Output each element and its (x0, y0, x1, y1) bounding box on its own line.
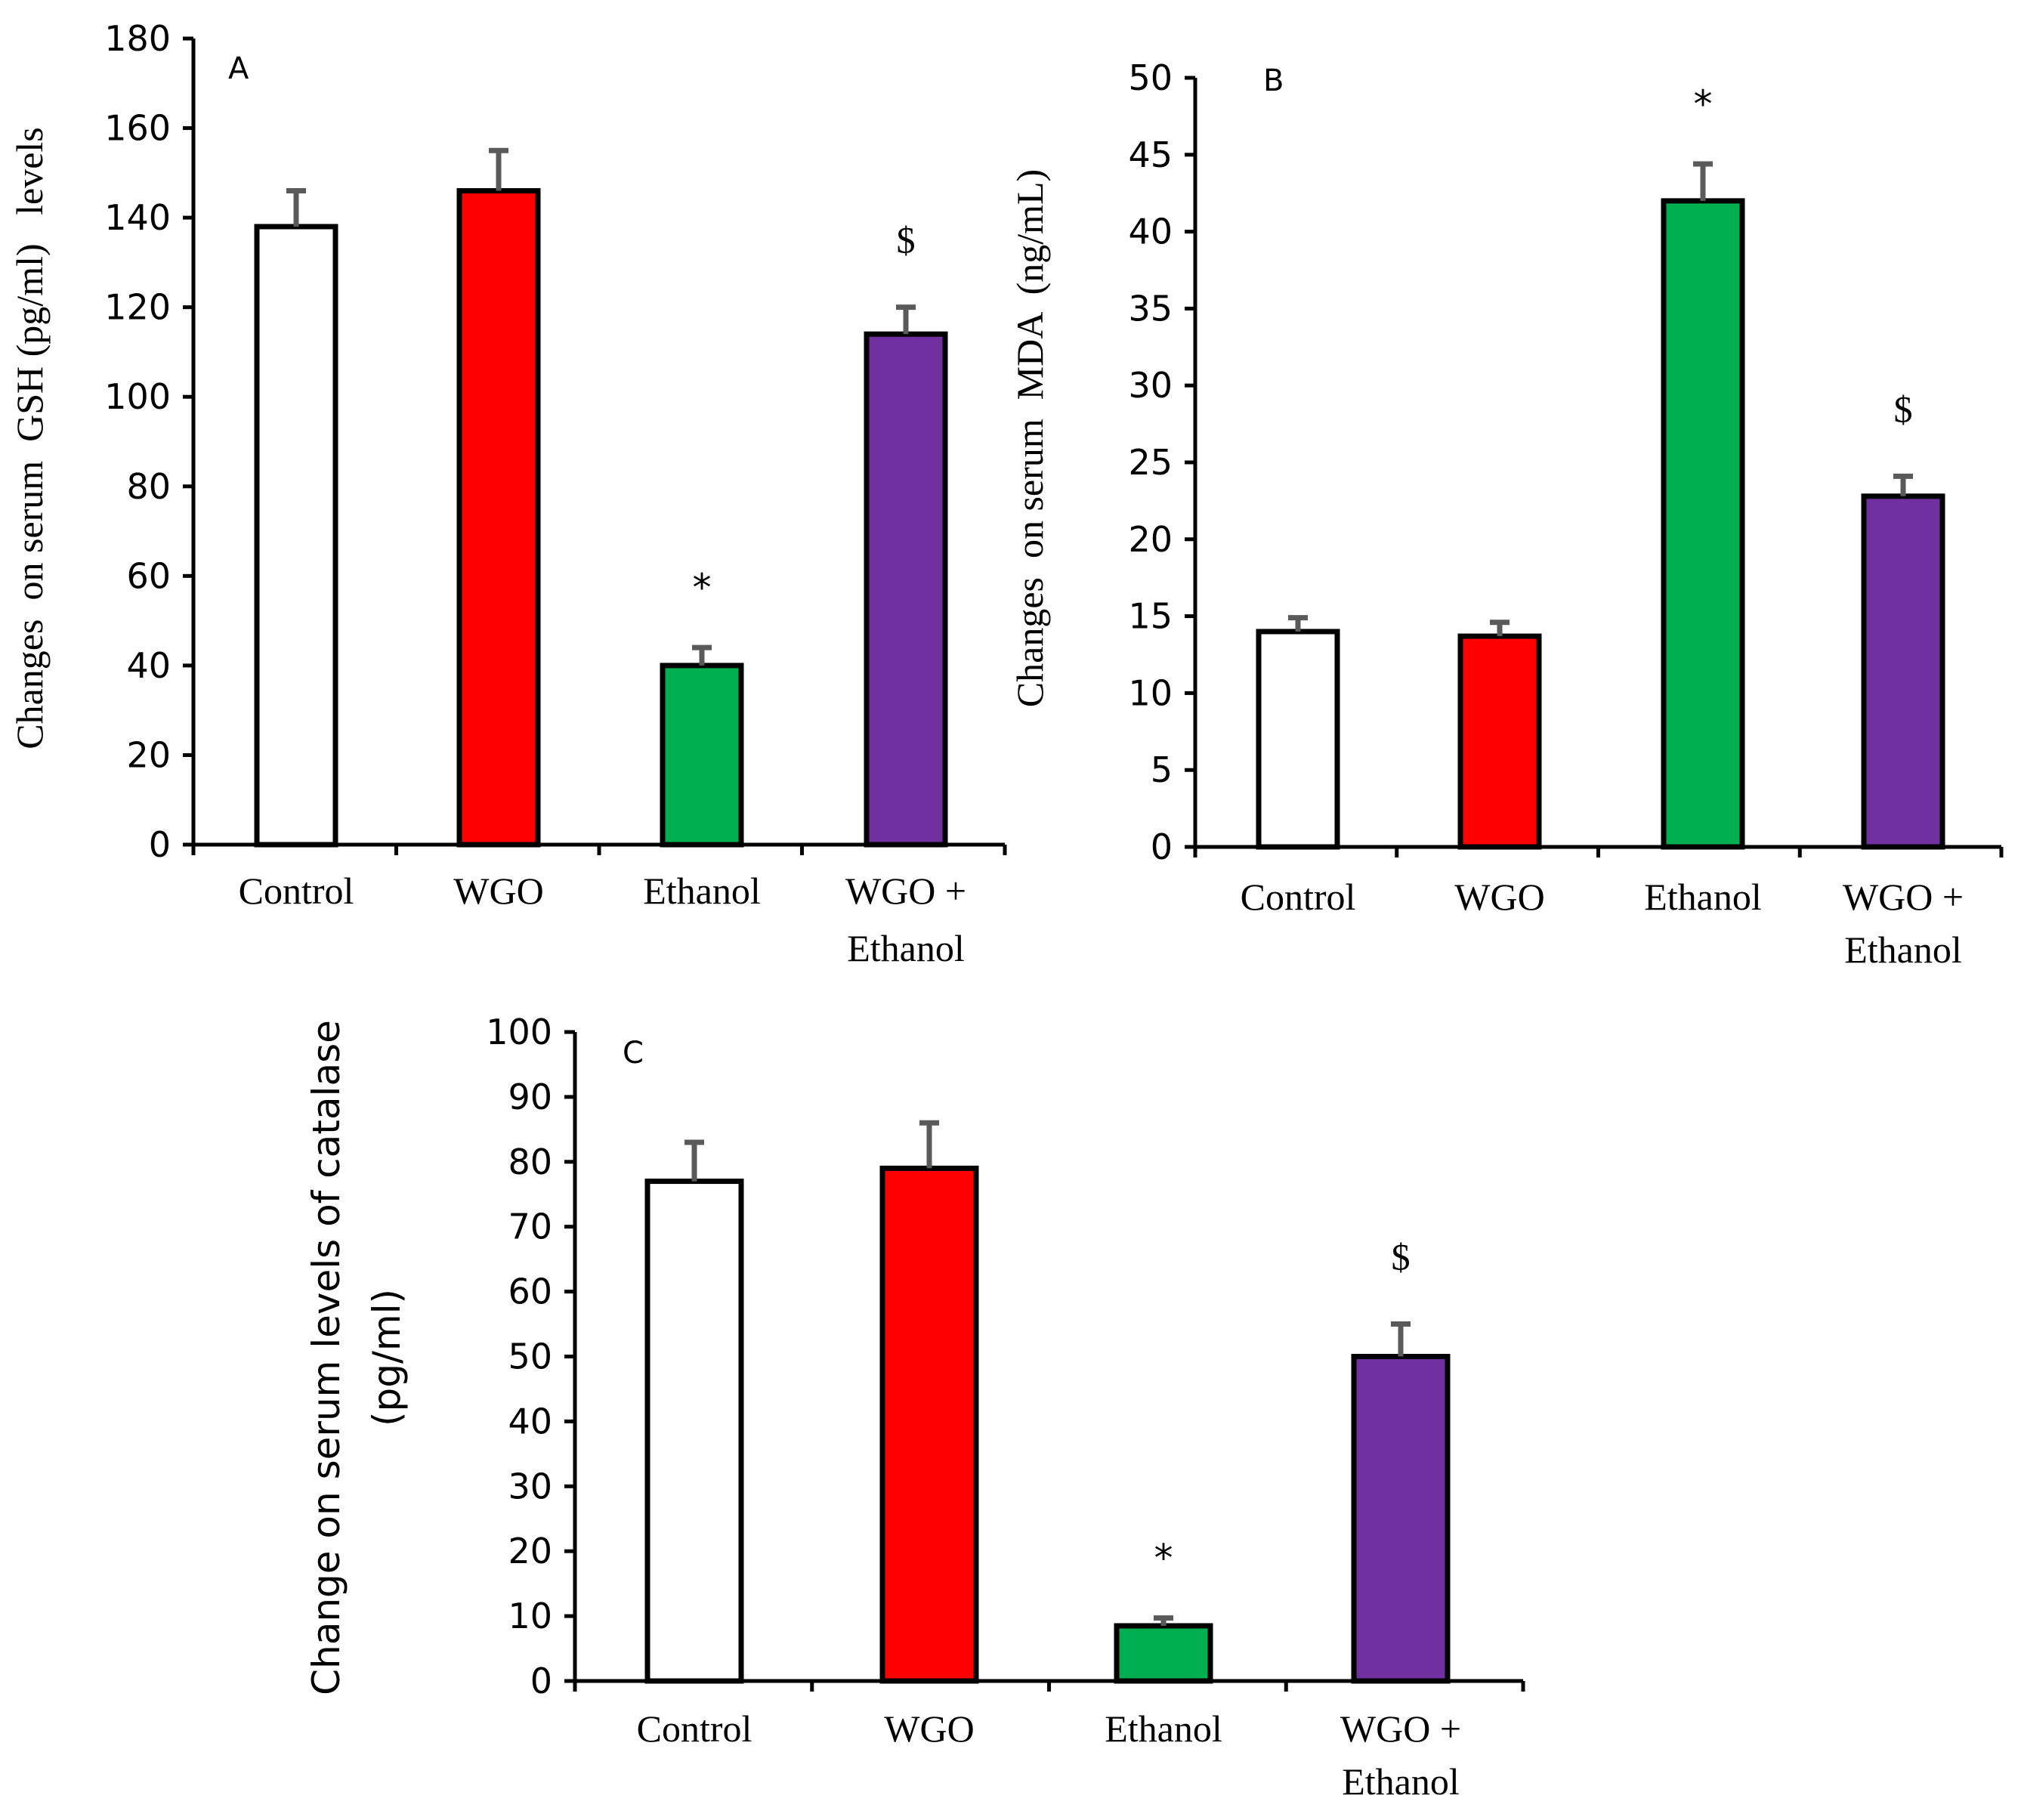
panel-b-y-tick-label: 0 (1151, 827, 1173, 867)
panel-b-y-tick-label: 15 (1128, 596, 1173, 637)
panel-c-category-label: WGO (884, 1707, 974, 1750)
panel-a-category-label: Control (239, 870, 354, 912)
panel-c-bar (644, 1179, 744, 1684)
panel-a-significance-marker: * (693, 566, 712, 610)
panel-a-category-label: WGO + (845, 870, 966, 912)
panel-b-category-label: Ethanol (1844, 929, 1962, 971)
panel-a-y-axis-label: Changes on serum GSH (pg/ml) levels (8, 127, 51, 749)
panel-a-y-tick-label: 80 (126, 466, 171, 507)
panel-b-significance-marker: $ (1894, 388, 1913, 430)
panel-b-y-tick-label: 25 (1128, 442, 1173, 483)
panel-c-y-tick-label: 20 (508, 1531, 552, 1571)
panel-b-category-label: Ethanol (1644, 876, 1762, 918)
panel-b-chart: 0 5 10 15 20 25 30 35 40 45 50 Control WGO * Ethanol $ W… (1009, 57, 2004, 971)
panel-b-y-tick-label: 10 (1128, 672, 1173, 713)
panel-a-letter: A (228, 51, 249, 86)
panel-b-y-tick-label: 30 (1128, 365, 1173, 406)
panel-b-y-tick-label: 40 (1128, 212, 1173, 252)
panel-a-category-label: WGO (453, 870, 543, 912)
panel-a-bar (660, 663, 744, 848)
panel-b-category-label: WGO (1454, 876, 1544, 918)
panel-b-letter: B (1263, 63, 1284, 98)
panel-c-y-tick-label: 50 (508, 1336, 552, 1377)
panel-b-bar (1256, 629, 1340, 850)
panel-a-category-label: Ethanol (643, 870, 761, 912)
panel-a-y-tick-label: 60 (126, 555, 171, 596)
panel-c-significance-marker: $ (1392, 1236, 1411, 1278)
panel-c-y-tick-label: 100 (486, 1012, 552, 1052)
panel-c-significance-marker: * (1154, 1537, 1173, 1581)
panel-a-y-tick-label: 140 (104, 197, 171, 238)
panel-a-y-tick-label: 180 (104, 18, 171, 59)
panel-c-bar (1114, 1623, 1213, 1684)
panel-a-y-tick-label: 120 (104, 287, 171, 328)
panel-c-y-tick-label: 0 (530, 1661, 552, 1701)
panel-c-category-label: Ethanol (1342, 1760, 1460, 1803)
panel-b-y-tick-label: 45 (1128, 134, 1173, 175)
panel-b-category-label: WGO + (1843, 876, 1964, 918)
panel-b-y-tick-label: 35 (1128, 288, 1173, 329)
panel-b-category-label: Control (1241, 876, 1356, 918)
panel-a-bar (254, 224, 338, 848)
panel-c-bar (1351, 1354, 1451, 1684)
panel-c-category-label: Control (637, 1707, 752, 1750)
panel-a-y-tick-label: 20 (126, 734, 171, 775)
panel-c-category-label: WGO + (1340, 1707, 1461, 1750)
panel-a-y-tick-label: 160 (104, 108, 171, 149)
panel-b-bar (1861, 493, 1945, 850)
panel-c-y-tick-label: 40 (508, 1401, 552, 1441)
panel-a-significance-marker: $ (897, 219, 916, 261)
panel-c-y-tick-label: 80 (508, 1142, 552, 1182)
panel-b-y-tick-label: 5 (1151, 749, 1173, 790)
panel-c-letter: C (623, 1036, 644, 1071)
panel-a-y-tick-label: 0 (149, 824, 171, 865)
panel-a-bar (864, 331, 948, 848)
panel-a-chart: 0 20 40 60 80 100 120 140 160 180 Control WGO * Ethan… (8, 18, 1007, 969)
panel-a-category-label: Ethanol (847, 927, 965, 969)
panel-c-y-tick-label: 70 (508, 1207, 552, 1247)
panel-b-y-tick-label: 50 (1128, 57, 1173, 98)
panel-b-significance-marker: * (1694, 82, 1713, 126)
panel-b-y-axis-label: Changes on serum MDA (ng/mL) (1009, 169, 1051, 707)
panel-c-y-tick-label: 30 (508, 1466, 552, 1506)
panel-a-y-tick-label: 40 (126, 645, 171, 686)
panel-b-y-tick-label: 20 (1128, 519, 1173, 560)
panel-a-bar (456, 188, 541, 848)
panel-c-y-tick-label: 10 (508, 1596, 552, 1636)
panel-c-y-tick-label: 60 (508, 1272, 552, 1312)
panel-c-y-axis-label: (pg/ml) (365, 1289, 409, 1426)
panel-a-y-tick-label: 100 (104, 376, 171, 417)
panel-b-bar (1661, 198, 1745, 850)
panel-c-y-tick-label: 90 (508, 1077, 552, 1117)
panel-c-chart: 0 10 20 30 40 50 60 70 80 90 100 Control WGO * Ethanol… (304, 1012, 1525, 1803)
panel-c-y-axis-label: Change on serum levels of catalase (304, 1020, 348, 1695)
panel-c-bar (879, 1165, 979, 1684)
panel-b-bar (1457, 633, 1542, 850)
panel-c-category-label: Ethanol (1105, 1707, 1222, 1750)
